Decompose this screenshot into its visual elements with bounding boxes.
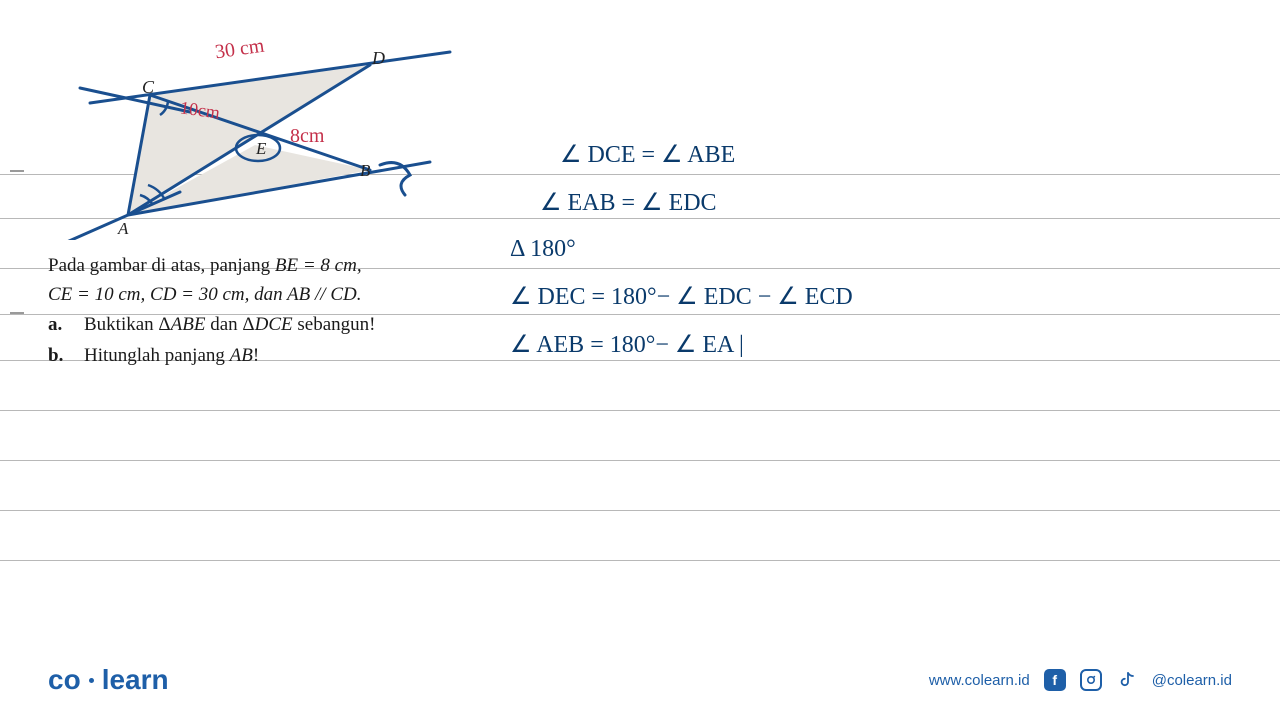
problem-line-1: Pada gambar di atas, panjang BE = 8 cm, [48, 252, 468, 281]
item-text: Buktikan ΔABE dan ΔDCE sebangun! [84, 311, 375, 340]
page: C D E B A 30 cm 10cm 8cm Pada gambar di … [0, 0, 1280, 720]
facebook-icon: f [1044, 669, 1066, 691]
logo-dot-icon [89, 678, 94, 683]
footer-handle: @colearn.id [1152, 672, 1232, 689]
margin-tick [10, 312, 24, 314]
text-italic: AB // CD. [287, 284, 361, 305]
label-be-length: 8cm [290, 125, 324, 148]
svg-text:D: D [371, 48, 385, 68]
solution-line-2: ∠ EAB = ∠ EDC [540, 188, 717, 217]
svg-text:B: B [360, 161, 371, 180]
logo-part-a: co [48, 664, 81, 696]
ruled-line [0, 410, 1280, 411]
footer-url: www.colearn.id [929, 672, 1030, 689]
text: Pada gambar di atas, panjang [48, 255, 275, 276]
text-italic: BE = 8 cm, [275, 255, 362, 276]
problem-item-a: a. Buktikan ΔABE dan ΔDCE sebangun! [48, 311, 468, 340]
svg-text:E: E [255, 139, 267, 158]
footer: co learn www.colearn.id f @colearn.id [0, 664, 1280, 696]
svg-text:C: C [142, 77, 155, 97]
problem-statement: Pada gambar di atas, panjang BE = 8 cm, … [48, 252, 468, 370]
ruled-line [0, 460, 1280, 461]
brand-logo: co learn [48, 664, 169, 696]
margin-tick [10, 170, 24, 172]
footer-right: www.colearn.id f @colearn.id [929, 669, 1232, 691]
ruled-line [0, 560, 1280, 561]
ruled-line [0, 510, 1280, 511]
item-text: Hitunglah panjang AB! [84, 342, 259, 371]
problem-item-b: b. Hitunglah panjang AB! [48, 342, 468, 371]
text-italic: CD = 30 cm, dan [150, 284, 287, 305]
text-italic: CE = 10 cm, [48, 284, 150, 305]
svg-text:A: A [117, 219, 129, 238]
logo-part-b: learn [102, 664, 169, 696]
instagram-icon [1080, 669, 1102, 691]
solution-line-4: ∠ DEC = 180°− ∠ EDC − ∠ ECD [510, 282, 853, 311]
problem-line-2: CE = 10 cm, CD = 30 cm, dan AB // CD. [48, 281, 468, 310]
solution-line-1: ∠ DCE = ∠ ABE [560, 140, 735, 169]
item-label: a. [48, 311, 84, 340]
tiktok-icon [1116, 669, 1138, 691]
solution-line-5: ∠ AEB = 180°− ∠ EA | [510, 330, 744, 359]
solution-line-3: Δ 180° [510, 236, 576, 263]
geometry-diagram: C D E B A 30 cm 10cm 8cm [30, 20, 470, 240]
item-label: b. [48, 342, 84, 371]
